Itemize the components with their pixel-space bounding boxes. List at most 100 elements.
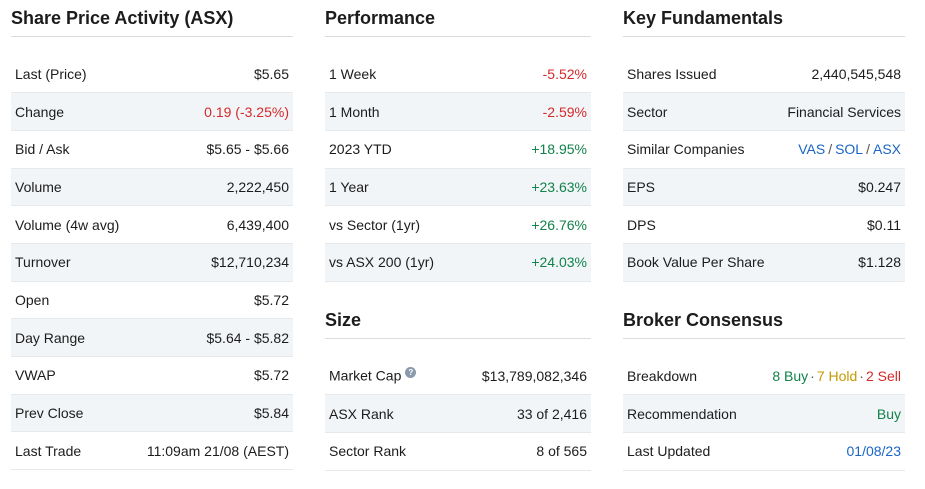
performance-table: 1 Week -5.52% 1 Month -2.59% 2023 YTD +18.9… — [325, 55, 591, 282]
similar-company-link[interactable]: VAS — [798, 141, 826, 158]
row-label: 1 Week — [325, 55, 496, 94]
row-value: $5.65 - $5.66 — [131, 130, 293, 169]
similar-company-link[interactable]: SOL — [835, 141, 864, 158]
row-label: Book Value Per Share — [623, 243, 777, 282]
row-label: 2023 YTD — [325, 130, 496, 169]
row-value: $5.84 — [131, 394, 293, 433]
row-value: +18.95% — [495, 130, 591, 169]
row-value: $5.65 — [131, 55, 293, 94]
row-value: Financial Services — [776, 92, 905, 131]
table-row: Book Value Per Share $1.128 — [623, 243, 905, 282]
row-label: 1 Month — [325, 92, 496, 131]
row-value: 11:09am 21/08 (AEST) — [131, 431, 293, 471]
table-row: Prev Close $5.84 — [11, 394, 293, 433]
row-label: Last (Price) — [11, 55, 132, 94]
market-cap-label: Market Cap — [329, 367, 402, 384]
table-row: Last Trade 11:09am 21/08 (AEST) — [11, 431, 293, 471]
row-value: 33 of 2,416 — [446, 394, 591, 433]
row-value: $5.72 — [131, 356, 293, 395]
table-row: Last Updated 01/08/23 — [623, 432, 905, 471]
row-value: +26.76% — [495, 205, 591, 244]
size-table: Market Cap? $13,789,082,346 ASX Rank 33 of… — [325, 357, 591, 471]
row-label: Sector — [623, 92, 777, 131]
table-row: Breakdown 8 Buy · 7 Hold · 2 Sell — [623, 357, 905, 396]
last-updated-value: 01/08/23 — [753, 432, 905, 471]
row-label: vs ASX 200 (1yr) — [325, 243, 496, 282]
row-value: 8 of 565 — [446, 432, 591, 471]
fundamentals-table: Shares Issued 2,440,545,548 Sector Financi… — [623, 55, 905, 282]
row-label: Change — [11, 92, 132, 131]
row-value: $0.247 — [776, 168, 905, 207]
buy-count: 8 Buy — [772, 367, 809, 384]
table-row: ASX Rank 33 of 2,416 — [325, 394, 591, 433]
sell-count: 2 Sell — [865, 367, 901, 384]
table-row: EPS $0.247 — [623, 168, 905, 207]
share-price-table: Last (Price) $5.65 Change 0.19 (-3.25%) Bi… — [11, 55, 293, 471]
table-row: 1 Year +23.63% — [325, 168, 591, 207]
table-row: 1 Month -2.59% — [325, 92, 591, 131]
similar-company-link[interactable]: ASX — [872, 141, 901, 158]
row-value: -5.52% — [495, 55, 591, 94]
breakdown-value: 8 Buy · 7 Hold · 2 Sell — [753, 357, 905, 396]
table-row: 2023 YTD +18.95% — [325, 130, 591, 169]
row-label: Last Trade — [11, 431, 132, 471]
row-label: Open — [11, 281, 132, 320]
broker-table: Breakdown 8 Buy · 7 Hold · 2 Sell Recommenda… — [623, 357, 905, 471]
table-row: Turnover $12,710,234 — [11, 243, 293, 282]
row-value: $5.72 — [131, 281, 293, 320]
row-label: vs Sector (1yr) — [325, 205, 496, 244]
row-label: ASX Rank — [325, 394, 447, 433]
share-price-panel: Share Price Activity (ASX) Last (Price) $… — [11, 0, 293, 471]
row-value: $0.11 — [776, 205, 905, 244]
row-value: 2,222,450 — [131, 168, 293, 207]
performance-panel: Performance 1 Week -5.52% 1 Month -2.59% 2… — [325, 0, 591, 471]
row-label: Recommendation — [623, 394, 754, 433]
table-row: vs Sector (1yr) +26.76% — [325, 205, 591, 244]
table-row: vs ASX 200 (1yr) +24.03% — [325, 243, 591, 282]
table-row: DPS $0.11 — [623, 205, 905, 244]
row-value: $12,710,234 — [131, 243, 293, 282]
row-value: +24.03% — [495, 243, 591, 282]
row-label: Volume (4w avg) — [11, 205, 132, 244]
table-row: Volume (4w avg) 6,439,400 — [11, 205, 293, 244]
table-row: Similar Companies VAS / SOL / ASX — [623, 130, 905, 169]
link-separator: / — [828, 141, 833, 158]
row-value: $5.64 - $5.82 — [131, 318, 293, 357]
recommendation-value: Buy — [753, 394, 905, 433]
row-value: -2.59% — [495, 92, 591, 131]
row-value: $13,789,082,346 — [446, 357, 591, 396]
dot-separator: · — [810, 367, 815, 384]
row-label: Bid / Ask — [11, 130, 132, 169]
hold-count: 7 Hold — [816, 367, 858, 384]
table-row: Change 0.19 (-3.25%) — [11, 92, 293, 131]
table-row: VWAP $5.72 — [11, 356, 293, 395]
row-value: $1.128 — [776, 243, 905, 282]
row-value: 0.19 (-3.25%) — [131, 92, 293, 131]
table-row: Bid / Ask $5.65 - $5.66 — [11, 130, 293, 169]
row-label: Prev Close — [11, 394, 132, 433]
fundamentals-title: Key Fundamentals — [623, 0, 905, 37]
dot-separator: · — [859, 367, 864, 384]
performance-title: Performance — [325, 0, 591, 37]
table-row: Open $5.72 — [11, 281, 293, 320]
row-value: +23.63% — [495, 168, 591, 207]
row-value: 2,440,545,548 — [776, 55, 905, 94]
table-row: Shares Issued 2,440,545,548 — [623, 55, 905, 94]
table-row: Sector Rank 8 of 565 — [325, 432, 591, 471]
row-label: Similar Companies — [623, 130, 777, 169]
table-row: Recommendation Buy — [623, 394, 905, 433]
row-label: VWAP — [11, 356, 132, 395]
link-separator: / — [866, 141, 870, 158]
row-label: Day Range — [11, 318, 132, 357]
similar-companies-links: VAS / SOL / ASX — [776, 130, 905, 169]
row-label: Shares Issued — [623, 55, 777, 94]
row-label: Breakdown — [623, 357, 754, 396]
table-row: Market Cap? $13,789,082,346 — [325, 357, 591, 396]
table-row: Day Range $5.64 - $5.82 — [11, 318, 293, 357]
help-icon[interactable]: ? — [405, 367, 417, 379]
row-label: Turnover — [11, 243, 132, 282]
share-price-title: Share Price Activity (ASX) — [11, 0, 293, 37]
row-label: Last Updated — [623, 432, 754, 471]
row-label: EPS — [623, 168, 777, 207]
size-title: Size — [325, 302, 591, 339]
